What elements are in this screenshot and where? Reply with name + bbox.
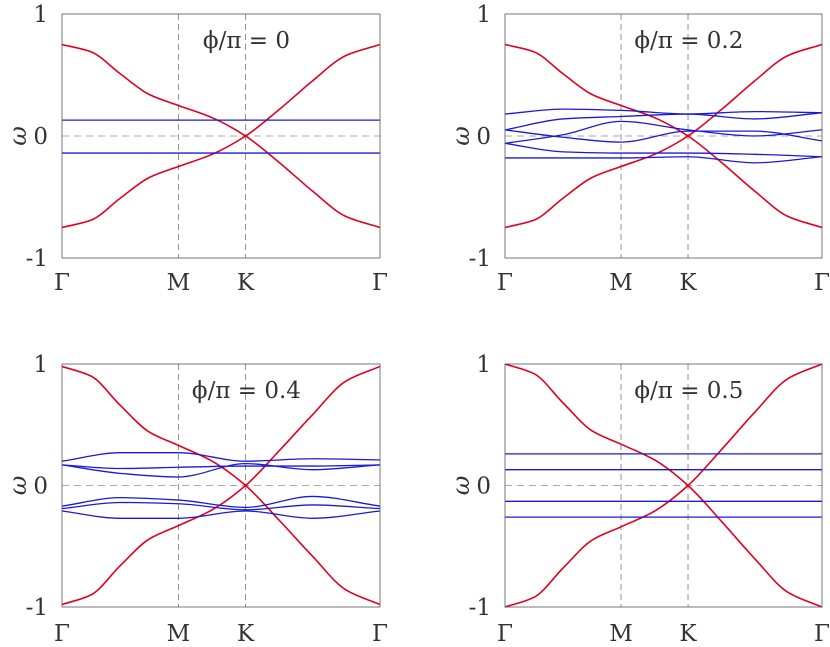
y-tick-label: 0: [476, 124, 491, 150]
y-tick-label: 0: [33, 124, 48, 150]
y-tick-label: 1: [33, 2, 48, 28]
panel-2: 1 0 -1 ω Γ M K Γϕ/π = 0.2: [447, 2, 830, 296]
blue-band-4: [61, 462, 381, 478]
blue-band-8: [504, 156, 823, 164]
x-tick-label-m-point: M: [167, 270, 191, 296]
red-band-2: [504, 363, 823, 608]
x-tick-label-k-point: K: [679, 270, 697, 296]
red-band-2: [504, 43, 823, 229]
y-axis-label: ω: [447, 126, 475, 146]
blue-band-7: [61, 501, 381, 511]
red-band-1: [504, 363, 823, 608]
y-axis-label: ω: [447, 476, 475, 496]
y-tick-label: 1: [476, 352, 491, 378]
plot-frame: [504, 13, 823, 259]
blue-band-4: [504, 112, 823, 131]
blue-band-5: [504, 120, 823, 144]
panel-title: ϕ/π = 0: [203, 28, 290, 54]
red-band-2: [61, 365, 381, 606]
x-tick-label-gamma-start: Γ: [54, 270, 70, 296]
x-tick-label-gamma-end: Γ: [372, 270, 388, 296]
y-tick-label: -1: [469, 246, 491, 272]
x-tick-label-m-point: M: [167, 621, 191, 647]
y-tick-label: -1: [26, 595, 48, 621]
y-tick-label: 1: [33, 352, 48, 378]
plot-frame: [504, 363, 823, 608]
x-tick-label-k-point: K: [679, 621, 697, 647]
red-band-2: [61, 43, 381, 229]
panel-3: 1 0 -1 ω Γ M K Γϕ/π = 0.4: [4, 352, 388, 647]
y-tick-label: 0: [476, 474, 491, 500]
panel-4: 1 0 -1 ω Γ M K Γϕ/π = 0.5: [447, 352, 830, 647]
blue-band-7: [504, 142, 823, 158]
blue-band-6: [504, 129, 823, 143]
y-tick-label: -1: [469, 595, 491, 621]
blue-band-6: [61, 495, 381, 509]
x-tick-label-k-point: K: [237, 621, 255, 647]
x-tick-label-gamma-start: Γ: [497, 270, 513, 296]
blue-band-3: [61, 452, 381, 462]
y-tick-label: 1: [476, 2, 491, 28]
x-tick-label-m-point: M: [609, 621, 633, 647]
x-tick-label-gamma-end: Γ: [814, 270, 830, 296]
x-tick-label-gamma-start: Γ: [54, 621, 70, 647]
panel-title: ϕ/π = 0.4: [192, 378, 301, 404]
blue-band-5: [61, 464, 381, 470]
panel-title: ϕ/π = 0.5: [634, 378, 743, 404]
plot-frame: [61, 363, 381, 608]
panel-1: 1 0 -1 ω Γ M K Γϕ/π = 0: [4, 2, 388, 296]
panel-title: ϕ/π = 0.2: [634, 28, 743, 54]
y-tick-label: 0: [33, 474, 48, 500]
y-axis-label: ω: [4, 476, 32, 496]
y-tick-label: -1: [26, 246, 48, 272]
red-band-1: [61, 43, 381, 229]
x-tick-label-gamma-end: Γ: [814, 621, 830, 647]
blue-band-3: [504, 108, 823, 115]
blue-band-8: [61, 510, 381, 519]
x-tick-label-gamma-start: Γ: [497, 621, 513, 647]
x-tick-label-m-point: M: [609, 270, 633, 296]
y-axis-label: ω: [4, 126, 32, 146]
x-tick-label-gamma-end: Γ: [372, 621, 388, 647]
red-band-1: [504, 43, 823, 229]
x-tick-label-k-point: K: [237, 270, 255, 296]
red-band-1: [61, 365, 381, 606]
plot-frame: [61, 13, 381, 259]
